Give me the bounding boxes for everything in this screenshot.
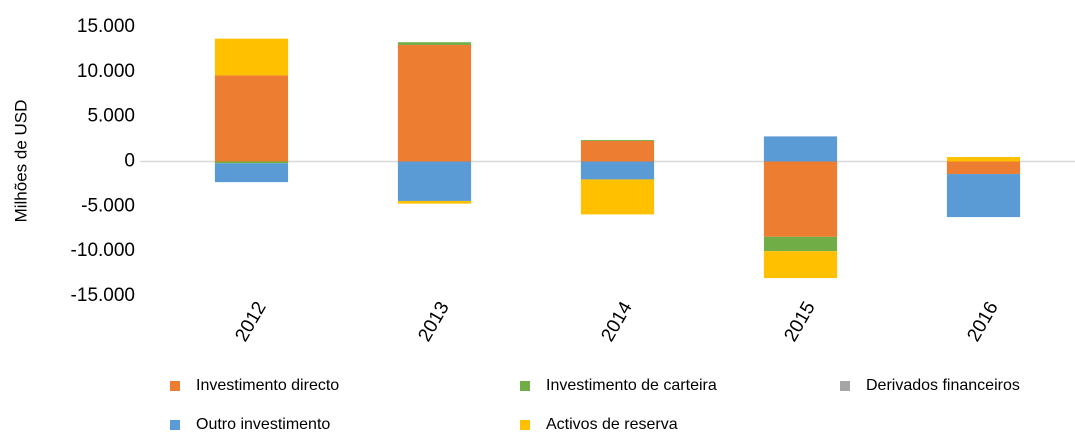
legend-label: Activos de reserva [546,416,678,432]
bar-segment [763,136,838,162]
x-tick-label: 2015 [780,298,819,345]
bar-segment [214,163,289,183]
bar-segment [580,179,655,215]
bar-segment [214,161,289,164]
y-tick-label: 10.000 [77,61,135,82]
bar-segment [580,161,655,180]
y-tick-label: -5.000 [81,195,135,216]
bar-segment [214,38,289,76]
bar-segment [397,161,472,201]
bar-segment [946,161,1021,175]
bar-segment [763,251,838,279]
bar-segment [214,75,289,162]
legend-swatch [170,381,180,391]
x-tick-label: 2016 [963,298,1002,345]
bar-segment [946,174,1021,218]
legend-swatch [840,381,850,391]
x-tick-label: 2014 [597,298,637,345]
bar-segment [397,42,472,45]
y-tick-label: -15.000 [71,285,135,306]
y-tick-label: 5.000 [87,106,135,127]
y-axis-label: Milhões de USD [11,100,30,223]
bar-segment [580,140,655,162]
bar-segment [397,200,472,204]
legend-swatch [520,381,530,391]
y-tick-label: -10.000 [71,240,135,261]
y-tick-label: 15.000 [77,16,135,37]
legend-label: Investimento directo [196,377,339,394]
legend-label: Investimento de carteira [546,377,717,394]
bar-segment [397,44,472,162]
y-tick-label: 0 [124,151,135,172]
legend-swatch [170,420,180,430]
legend-label: Derivados financeiros [866,377,1020,394]
bar-segment [946,157,1021,162]
bar-segment [763,161,838,237]
legend-swatch [520,420,530,430]
x-tick-label: 2013 [414,298,453,345]
x-tick-label: 2012 [231,298,270,345]
bar-segment [763,236,838,252]
legend-label: Outro investimento [196,416,330,432]
bar-segment [580,139,655,141]
